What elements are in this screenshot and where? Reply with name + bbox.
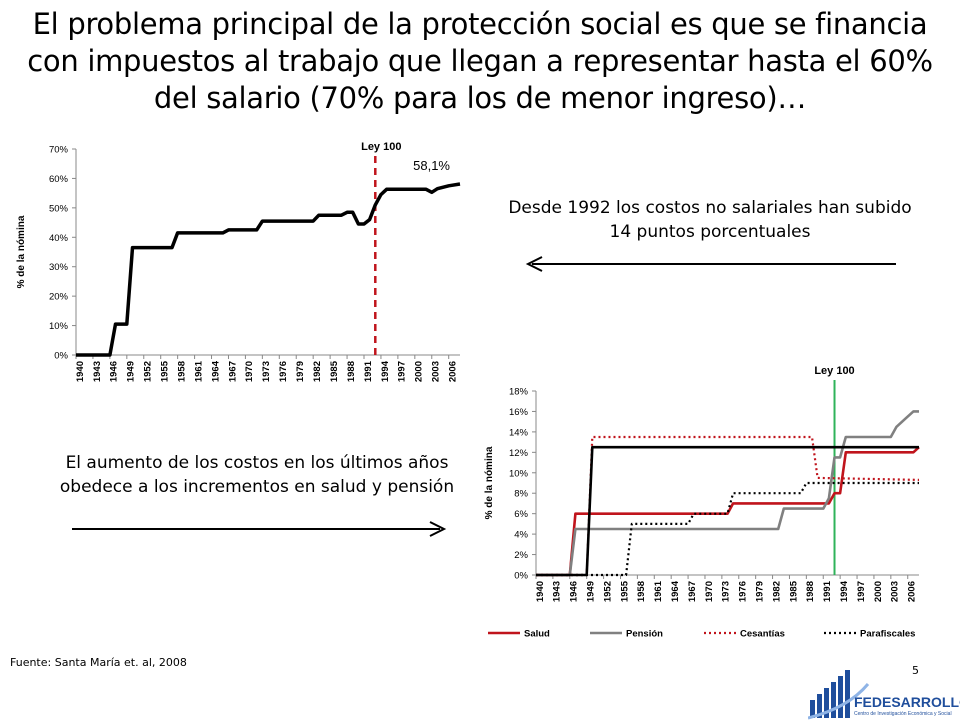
y-tick-label: 12% (509, 448, 529, 459)
y-tick-label: 60% (49, 174, 69, 185)
x-tick-label: 1973 (721, 581, 732, 602)
x-tick-label: 1940 (535, 581, 546, 602)
x-tick-label: 1946 (109, 361, 120, 382)
series-line-parafiscales (536, 481, 919, 577)
y-tick-label: 10% (509, 468, 529, 479)
y-tick-label: 70% (49, 145, 69, 156)
x-tick-label: 1976 (278, 361, 289, 382)
x-tick-label: 1997 (856, 581, 867, 602)
page-number: 5 (912, 664, 919, 677)
annotation-58-1: 58,1% (413, 158, 450, 173)
y-tick-label: 18% (509, 387, 529, 398)
x-tick-label: 1979 (295, 361, 306, 382)
ley100-label: Ley 100 (814, 365, 854, 377)
x-tick-label: 1946 (569, 581, 580, 602)
y-tick-label: 0% (54, 351, 68, 362)
x-tick-label: 1994 (380, 360, 391, 382)
x-tick-label: 1991 (363, 360, 374, 382)
x-tick-label: 2006 (907, 581, 918, 602)
x-tick-label: 1988 (805, 581, 816, 602)
x-tick-label: 1967 (687, 581, 698, 602)
x-tick-label: 1964 (210, 360, 221, 382)
x-tick-label: 1955 (619, 580, 630, 602)
ley100-label: Ley 100 (361, 141, 401, 153)
y-axis-label: % de la nómina (16, 215, 27, 288)
arrow-left-icon (525, 256, 896, 272)
x-tick-label: 1952 (602, 581, 613, 602)
x-tick-label: 1982 (312, 361, 323, 382)
x-tick-label: 1964 (670, 580, 681, 602)
y-axis-label: % de la nómina (484, 446, 495, 519)
y-tick-label: 50% (49, 203, 69, 214)
x-tick-label: 1997 (397, 361, 408, 382)
series-line-cesantías (536, 435, 920, 577)
series-line-0 (76, 182, 461, 357)
x-tick-label: 1991 (822, 580, 833, 602)
x-tick-label: 1985 (329, 360, 340, 382)
x-tick-label: 1979 (754, 581, 765, 602)
x-tick-label: 2000 (873, 581, 884, 602)
logo-name: FEDESARROLLO (854, 694, 960, 710)
logo-tagline: Centro de Investigación Económica y Soci… (854, 711, 952, 717)
y-tick-label: 10% (49, 321, 69, 332)
legend-label: Parafiscales (860, 629, 915, 640)
legend-label: Cesantías (740, 629, 785, 640)
x-tick-label: 1985 (788, 580, 799, 602)
x-tick-label: 2003 (890, 581, 901, 602)
x-tick-label: 2000 (414, 361, 425, 382)
chart-components: 0% 2% 4% 6% 8% 10% 12% 14% 16% 18% 1940 1943 1946 194… (484, 365, 920, 640)
y-tick-label: 4% (514, 530, 528, 541)
x-tick-label: 1961 (653, 580, 664, 602)
x-tick-label: 2003 (431, 361, 442, 382)
note-top: Desde 1992 los costos no salariales han … (508, 198, 912, 242)
x-tick-label: 2006 (448, 361, 459, 382)
x-tick-label: 1970 (244, 361, 255, 382)
x-tick-label: 1940 (75, 361, 86, 382)
series-line-primas (536, 445, 919, 577)
x-tick-label: 1973 (261, 361, 272, 382)
arrow-right-icon (72, 521, 447, 537)
y-tick-label: 20% (49, 292, 69, 303)
page-title: El problema principal de la protección s… (27, 7, 933, 115)
x-tick-label: 1952 (143, 361, 154, 382)
y-tick-label: 14% (509, 427, 529, 438)
x-tick-label: 1976 (738, 581, 749, 602)
y-tick-label: 0% (514, 571, 528, 582)
x-tick-label: 1943 (92, 361, 103, 382)
x-tick-label: 1958 (176, 361, 187, 382)
y-tick-label: 30% (49, 262, 69, 273)
y-tick-label: 2% (514, 550, 528, 561)
x-tick-label: 1958 (636, 581, 647, 602)
y-tick-label: 16% (509, 407, 529, 418)
source-note: Fuente: Santa María et. al, 2008 (10, 656, 187, 669)
legend-label: Salud (524, 629, 550, 640)
y-tick-label: 6% (514, 509, 528, 520)
x-tick-label: 1949 (586, 581, 597, 602)
legend-label: Pensión (626, 629, 663, 640)
x-tick-label: 1955 (160, 360, 171, 382)
chart-total-costs: 0% 10% 20% 30% 40% 50% 60% 70% 1940 1943 1946 1949 1… (16, 141, 461, 382)
x-tick-label: 1988 (346, 361, 357, 382)
fedesarrollo-logo: FEDESARROLLO Centro de Investigación Eco… (807, 664, 960, 720)
x-tick-label: 1961 (193, 360, 204, 382)
y-tick-label: 8% (514, 489, 528, 500)
x-tick-label: 1967 (227, 361, 238, 382)
x-tick-label: 1994 (839, 580, 850, 602)
x-tick-label: 1943 (552, 581, 563, 602)
x-tick-label: 1970 (704, 581, 715, 602)
x-tick-label: 1982 (771, 581, 782, 602)
note-bottom: El aumento de los costos en los últimos … (59, 453, 455, 497)
x-tick-label: 1949 (126, 361, 137, 382)
y-tick-label: 40% (49, 233, 69, 244)
series-line-pensión (536, 410, 919, 577)
